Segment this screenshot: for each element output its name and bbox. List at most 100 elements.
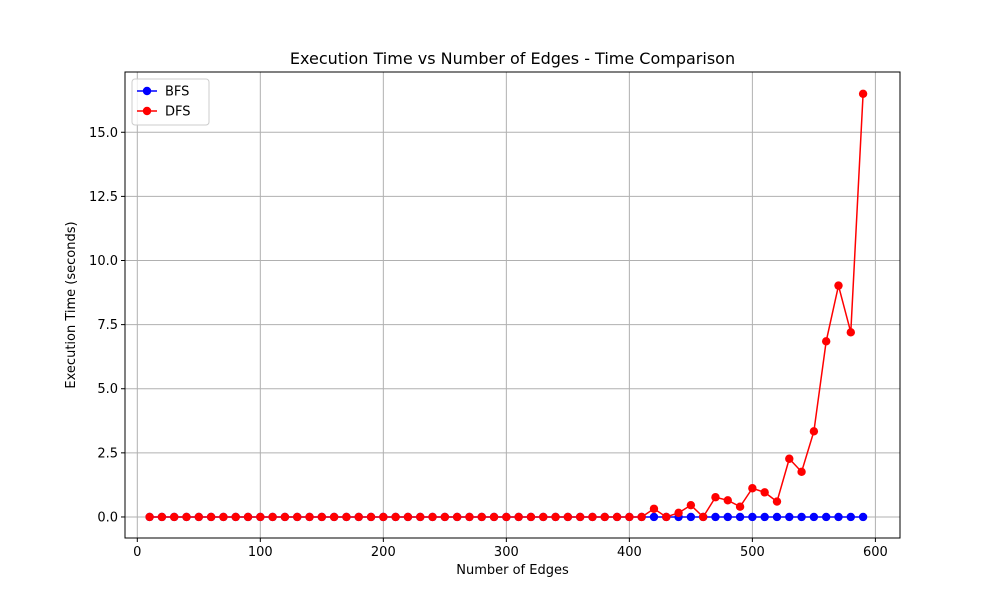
data-point-dfs [563,512,573,522]
data-point-bfs [649,512,659,522]
data-point-bfs [723,512,732,522]
x-tick-label: 100 [248,545,273,560]
x-tick-label: 0 [133,545,141,560]
data-point-dfs [231,512,240,522]
data-point-bfs [834,512,843,522]
y-tick-label: 0.0 [97,510,118,525]
x-tick-label: 500 [740,545,765,560]
data-point-dfs [514,512,523,522]
data-point-dfs [858,89,868,98]
data-point-dfs [686,500,696,510]
x-tick-label: 300 [494,545,519,560]
y-tick-label: 7.5 [97,318,118,333]
data-point-dfs [588,512,597,522]
data-point-dfs [170,512,179,522]
x-axis: 0 100 200 300 400 500 600 [133,538,888,560]
y-tick-label: 12.5 [89,190,118,205]
y-axis-label: Execution Time (seconds) [64,221,79,388]
data-point-dfs [502,512,511,522]
legend: BFS DFS [131,78,210,126]
data-point-dfs [280,512,290,522]
data-point-dfs [748,484,757,493]
data-point-bfs [821,512,831,522]
x-axis-label: Number of Edges [456,563,569,578]
data-point-bfs [711,512,720,522]
y-tick-label: 5.0 [97,382,118,397]
data-point-dfs [366,512,376,522]
legend-marker-dfs [142,106,152,116]
data-point-dfs [612,512,622,522]
data-point-dfs [846,328,855,337]
data-point-bfs [785,512,794,522]
y-axis: 0.0 2.5 5.0 7.5 10.0 12.5 15.0 [89,126,125,525]
x-tick-label: 600 [863,545,888,560]
data-point-dfs [268,512,277,522]
data-point-dfs [723,496,732,505]
data-point-dfs [625,512,634,522]
data-point-dfs [735,502,745,511]
data-point-dfs [809,427,819,436]
data-point-dfs [477,512,486,522]
plot-frame [124,71,901,539]
y-tick-label: 10.0 [89,254,118,269]
data-point-dfs [354,512,363,522]
data-point-dfs [489,512,499,522]
chart-title: Execution Time vs Number of Edges - Time… [290,49,735,68]
data-point-bfs [809,512,819,522]
data-point-dfs [428,512,437,522]
data-point-dfs [329,512,339,522]
data-point-dfs [637,512,646,522]
data-point-bfs [686,512,696,522]
data-point-dfs [452,512,462,522]
data-point-dfs [600,512,609,522]
data-point-dfs [821,337,831,346]
data-point-dfs [551,512,560,522]
data-point-dfs [219,512,228,522]
data-point-dfs [575,512,585,522]
data-point-dfs [317,512,327,522]
data-point-bfs [760,512,769,522]
data-point-dfs [711,493,720,502]
legend-label-bfs: BFS [165,85,189,100]
data-point-dfs [698,512,708,522]
data-point-dfs [797,467,806,477]
data-point-dfs [539,512,548,522]
data-point-dfs [379,512,388,522]
data-point-dfs [293,512,302,522]
data-point-dfs [785,454,794,463]
legend-marker-bfs [142,86,152,96]
legend-label-dfs: DFS [165,105,191,120]
data-point-bfs [846,512,855,522]
data-point-dfs [403,512,413,522]
data-point-dfs [157,512,167,522]
data-point-bfs [858,512,868,522]
data-point-bfs [748,512,757,522]
data-point-dfs [305,512,314,522]
data-point-dfs [440,512,450,522]
data-point-dfs [772,497,782,506]
data-point-dfs [243,512,253,522]
data-point-dfs [194,512,204,522]
data-point-bfs [797,512,806,522]
data-point-bfs [735,512,745,522]
data-point-dfs [834,281,843,290]
data-point-dfs [674,508,683,518]
x-tick-label: 200 [371,545,396,560]
data-point-dfs [182,512,191,522]
data-point-dfs [206,512,216,522]
x-tick-label: 400 [617,545,642,560]
y-tick-label: 2.5 [97,446,118,461]
data-point-dfs [526,512,536,522]
data-point-dfs [465,512,474,522]
series-layer [145,89,868,522]
data-point-dfs [649,504,659,513]
data-point-dfs [416,512,425,522]
series-dfs [145,89,868,522]
data-point-dfs [760,488,769,497]
data-point-dfs [145,512,154,522]
data-point-bfs [772,512,782,522]
data-point-dfs [391,512,400,522]
y-tick-label: 15.0 [89,126,118,141]
data-point-dfs [256,512,265,522]
